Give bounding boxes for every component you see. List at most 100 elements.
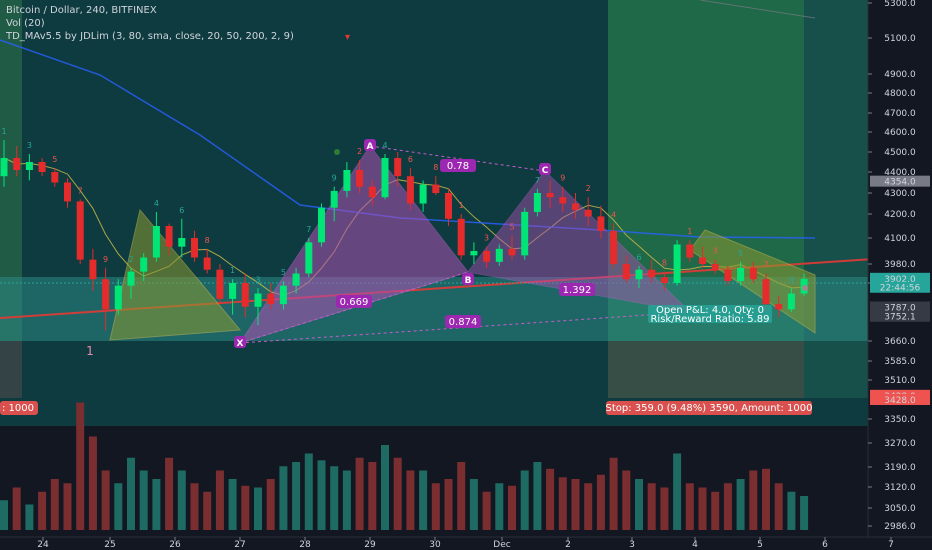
td-count: 1 bbox=[687, 227, 692, 236]
td-count: 4 bbox=[154, 199, 159, 208]
price-tick-label: 4700.0 bbox=[884, 109, 916, 119]
candle-body bbox=[508, 248, 516, 256]
td-count: 6 bbox=[179, 206, 184, 215]
stop-badge bbox=[606, 401, 812, 415]
price-tick-label: 4900.0 bbox=[884, 70, 916, 80]
volume-bar bbox=[393, 457, 402, 530]
volume-bar bbox=[228, 479, 237, 530]
price-badge-label: 3752.1 bbox=[884, 313, 916, 323]
td-count: 3 bbox=[713, 247, 718, 256]
volume-bar bbox=[203, 491, 212, 530]
candle-body bbox=[483, 251, 491, 262]
volume-bar bbox=[558, 477, 567, 530]
td-count: 5 bbox=[738, 249, 743, 258]
volume-bar bbox=[139, 470, 148, 530]
td-count: 4 bbox=[382, 141, 387, 150]
ratio-label: 1.392 bbox=[563, 285, 592, 296]
volume-bar bbox=[368, 462, 377, 530]
volume-bar bbox=[406, 470, 415, 530]
ratio-badge bbox=[440, 159, 476, 172]
candle-body bbox=[89, 259, 97, 280]
candle-body bbox=[559, 197, 567, 204]
candle-body bbox=[13, 158, 21, 170]
pattern-point-B: B bbox=[465, 276, 472, 286]
point-marker bbox=[802, 285, 808, 291]
price-badge-label: 3787.0 bbox=[884, 304, 916, 314]
stop-zone bbox=[608, 341, 804, 398]
time-label: 3 bbox=[629, 540, 635, 550]
candle-body bbox=[0, 158, 8, 177]
volume-bar bbox=[114, 483, 123, 530]
candle-body bbox=[229, 283, 237, 299]
volume-bar bbox=[660, 487, 669, 530]
volume-bar bbox=[330, 466, 339, 530]
time-label: 6 bbox=[822, 540, 828, 550]
volume-bar bbox=[469, 479, 478, 530]
candle-body bbox=[152, 226, 160, 258]
pattern-point-badge bbox=[539, 163, 551, 175]
candle-body bbox=[64, 182, 71, 202]
candle-body bbox=[648, 269, 656, 278]
volume-bar bbox=[533, 462, 542, 530]
candle-body bbox=[711, 264, 719, 270]
price-tick-label: 3585.0 bbox=[884, 357, 916, 367]
price-tick-label: 2986.0 bbox=[884, 522, 916, 532]
volume-indicator-label[interactable]: Vol (20) bbox=[6, 18, 45, 29]
candle-body bbox=[787, 293, 795, 310]
candle-body bbox=[165, 226, 173, 247]
td-count: 7 bbox=[306, 225, 311, 234]
candle-body bbox=[737, 267, 745, 282]
candle-body bbox=[292, 273, 300, 286]
candle-body bbox=[76, 201, 84, 260]
volume-bar bbox=[381, 445, 389, 530]
td-count: 7 bbox=[763, 261, 768, 270]
ratio-badge bbox=[559, 283, 595, 296]
volume-bar bbox=[279, 466, 288, 530]
price-tick-label: 5100.0 bbox=[884, 34, 916, 44]
td-count: 9 bbox=[332, 174, 337, 183]
pattern-point-1: 1 bbox=[86, 344, 94, 358]
volume-bar bbox=[254, 487, 262, 530]
volume-bar bbox=[292, 462, 301, 530]
candle-body bbox=[622, 264, 630, 280]
time-label: 4 bbox=[692, 540, 698, 550]
volume-bar bbox=[520, 470, 529, 530]
volume-bar bbox=[38, 491, 47, 530]
left-stop-zone bbox=[0, 341, 22, 398]
candle-body bbox=[635, 269, 643, 280]
price-badge-label: 22:44:56 bbox=[880, 284, 921, 294]
pattern-point-C: C bbox=[542, 166, 549, 176]
volume-bar bbox=[355, 457, 364, 530]
candle-body bbox=[356, 170, 364, 187]
volume-bar bbox=[673, 453, 682, 530]
price-badge bbox=[870, 393, 930, 405]
price-tick-label: 4500.0 bbox=[884, 148, 916, 158]
volume-bars bbox=[0, 402, 809, 530]
candle-body bbox=[406, 176, 414, 204]
candle-body bbox=[25, 162, 33, 170]
price-tick-label: 3350.0 bbox=[884, 415, 916, 425]
time-label: 2 bbox=[565, 540, 571, 550]
volume-bar bbox=[609, 457, 618, 530]
td-ma-indicator-label[interactable]: TD_MAv5.5 by JDLim (3, 80, sma, close, 2… bbox=[6, 31, 294, 42]
volume-bar bbox=[419, 470, 428, 530]
candle-body bbox=[51, 172, 59, 183]
volume-bar bbox=[127, 457, 135, 530]
candle-body bbox=[254, 293, 262, 307]
candle-body bbox=[216, 269, 224, 299]
volume-bar bbox=[787, 491, 796, 530]
candle-body bbox=[673, 244, 681, 283]
volume-bar bbox=[736, 479, 745, 530]
volume-bar bbox=[25, 504, 34, 530]
td-count: 5 bbox=[509, 223, 514, 232]
volume-bar bbox=[685, 483, 694, 530]
td-count: 4 bbox=[611, 211, 616, 220]
price-tick-label: 4800.0 bbox=[884, 89, 916, 99]
time-label: 7 bbox=[888, 540, 894, 550]
symbol-title[interactable]: Bitcoin / Dollar, 240, BITFINEX bbox=[6, 5, 157, 16]
open-pnl-label: Open P&L: 4.0, Qty: 0 bbox=[656, 305, 764, 316]
ratio-label: 0.78 bbox=[447, 161, 469, 172]
candle-body bbox=[381, 158, 389, 198]
